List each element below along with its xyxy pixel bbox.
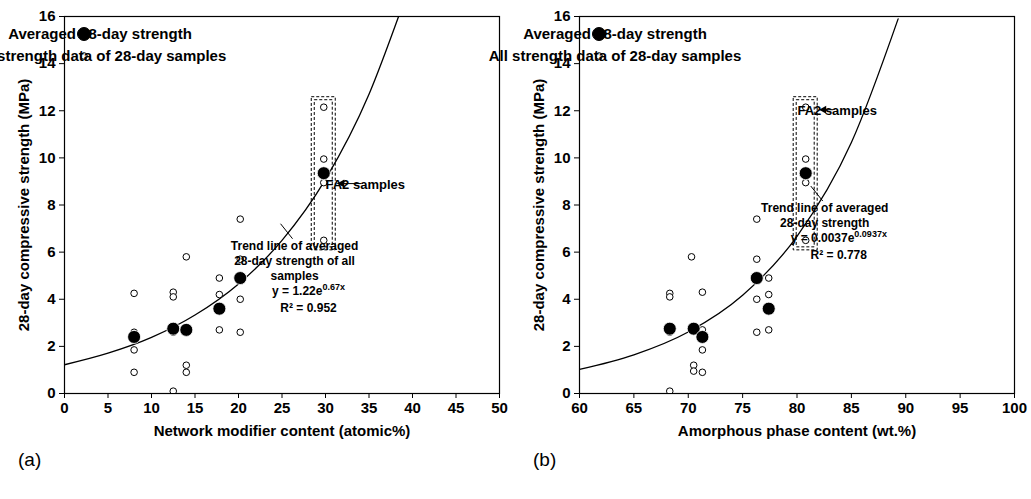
svg-text:Trend line of averaged: Trend line of averaged [231, 239, 358, 253]
svg-text:12: 12 [554, 102, 571, 119]
svg-text:Trend line of averaged: Trend line of averaged [761, 201, 888, 215]
svg-text:y = 1.22e0.67x: y = 1.22e0.67x [272, 282, 345, 298]
svg-text:16: 16 [39, 7, 56, 24]
svg-text:28-day compressive strength (M: 28-day compressive strength (MPa) [15, 79, 32, 332]
svg-text:85: 85 [843, 399, 860, 416]
svg-text:80: 80 [789, 399, 806, 416]
svg-text:28-day compressive strength (M: 28-day compressive strength (MPa) [530, 79, 547, 332]
svg-text:10: 10 [143, 399, 160, 416]
svg-text:5: 5 [104, 399, 112, 416]
svg-text:6: 6 [47, 243, 55, 260]
svg-text:Network modifier content (atom: Network modifier content (atomic%) [154, 422, 411, 439]
svg-text:0: 0 [562, 384, 570, 401]
svg-text:Averaged 28-day strength: Averaged 28-day strength [523, 25, 707, 42]
svg-text:2: 2 [562, 337, 570, 354]
svg-text:All strength data of 28-day sa: All strength data of 28-day samples [0, 47, 226, 64]
svg-text:28-day strength: 28-day strength [780, 216, 869, 230]
svg-text:16: 16 [554, 7, 571, 24]
svg-text:70: 70 [680, 399, 697, 416]
svg-text:35: 35 [361, 399, 378, 416]
svg-text:45: 45 [448, 399, 465, 416]
svg-text:95: 95 [952, 399, 969, 416]
html-text:(b): (b) [533, 449, 557, 470]
svg-text:28-day strength of all: 28-day strength of all [234, 254, 355, 268]
svg-text:R² = 0.778: R² = 0.778 [811, 248, 868, 262]
svg-text:Amorphous phase content (wt.%): Amorphous phase content (wt.%) [678, 422, 916, 439]
svg-text:90: 90 [897, 399, 914, 416]
svg-text:8: 8 [562, 196, 570, 213]
svg-text:100: 100 [1002, 399, 1027, 416]
svg-text:40: 40 [404, 399, 421, 416]
svg-text:25: 25 [274, 399, 291, 416]
svg-text:30: 30 [317, 399, 334, 416]
svg-text:FA2 samples: FA2 samples [797, 103, 877, 118]
svg-text:15: 15 [187, 399, 204, 416]
svg-text:75: 75 [734, 399, 751, 416]
svg-text:0: 0 [60, 399, 68, 416]
svg-text:6: 6 [562, 243, 570, 260]
svg-text:y = 0.0037e0.0937x: y = 0.0037e0.0937x [791, 229, 887, 245]
svg-text:Averaged 28-day strength: Averaged 28-day strength [8, 25, 192, 42]
svg-text:12: 12 [39, 102, 56, 119]
html-text:(a): (a) [18, 449, 42, 470]
svg-text:8: 8 [47, 196, 55, 213]
svg-text:10: 10 [554, 149, 571, 166]
svg-text:10: 10 [39, 149, 56, 166]
svg-text:2: 2 [47, 337, 55, 354]
svg-text:R² = 0.952: R² = 0.952 [280, 301, 337, 315]
svg-text:65: 65 [626, 399, 643, 416]
svg-text:FA2 samples: FA2 samples [326, 177, 406, 192]
svg-text:samples: samples [271, 269, 319, 283]
svg-text:60: 60 [571, 399, 588, 416]
svg-text:20: 20 [230, 399, 247, 416]
svg-text:0: 0 [47, 384, 55, 401]
svg-text:4: 4 [47, 290, 56, 307]
svg-text:All strength data of 28-day sa: All strength data of 28-day samples [489, 47, 742, 64]
svg-text:4: 4 [562, 290, 571, 307]
svg-text:50: 50 [491, 399, 508, 416]
